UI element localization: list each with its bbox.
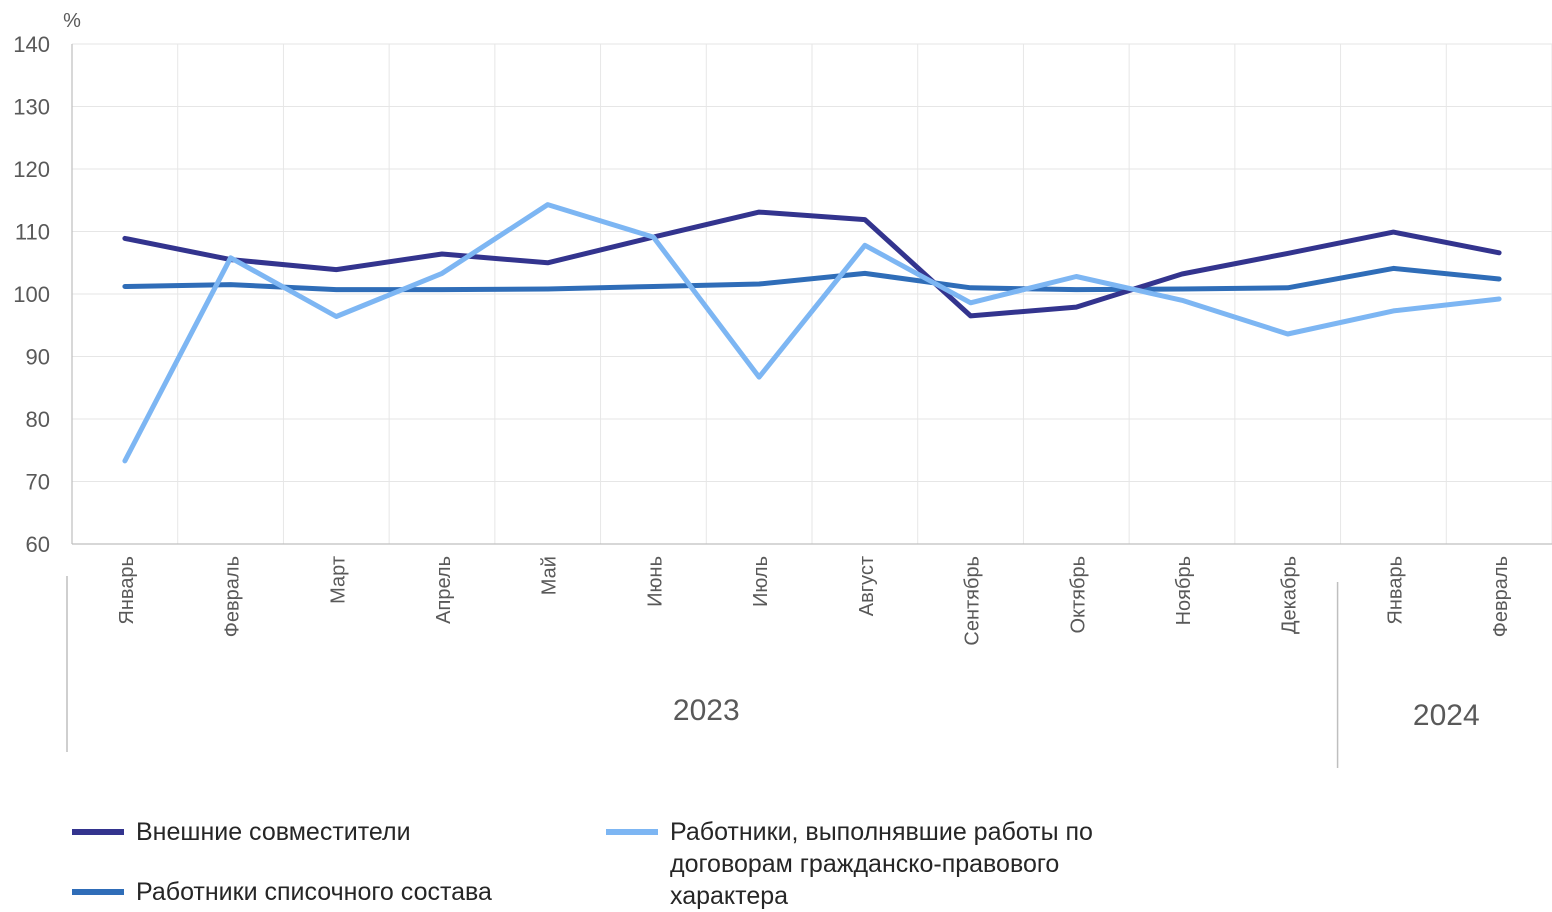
x-tick-label: Январь	[116, 556, 138, 625]
legend-label: Внешние совместители	[136, 818, 411, 846]
grid	[72, 43, 1552, 544]
y-tick-label: 80	[26, 407, 50, 432]
x-tick-label: Январь	[1384, 556, 1406, 625]
axes	[66, 44, 1552, 768]
y-tick-labels: 60 70 80 90 100 110 120 130 140	[13, 32, 50, 557]
legend-item-external-part-timers: Внешние совместители	[72, 816, 566, 848]
x-tick-label: Июнь	[644, 556, 666, 607]
series-line	[122, 202, 1502, 464]
legend-label: Работники списочного состава	[136, 878, 492, 906]
legend-label: Работники, выполнявшие работы по договор…	[670, 818, 1093, 910]
x-tick-label: Март	[327, 556, 349, 604]
legend-item-contract-workers: Работники, выполнявшие работы по договор…	[606, 816, 1110, 912]
year-group-labels: 2023 2024	[673, 694, 1480, 732]
y-tick-label: 90	[26, 345, 50, 370]
legend-swatch	[606, 829, 658, 835]
x-tick-label: Август	[856, 556, 878, 616]
x-tick-label: Июль	[750, 556, 772, 607]
y-tick-label: 70	[26, 470, 50, 495]
y-tick-label: 100	[13, 282, 50, 307]
x-tick-labels: Январь Февраль Март Апрель Май Июнь Июль Август…	[116, 556, 1512, 646]
x-tick-label: Февраль	[222, 556, 244, 637]
y-tick-label: 130	[13, 95, 50, 120]
y-tick-label: 140	[13, 32, 50, 57]
series-line	[122, 209, 1502, 319]
legend-item-payroll-employees: Работники списочного состава	[72, 876, 566, 908]
legend-swatch	[72, 829, 124, 835]
series-lines	[122, 202, 1502, 464]
y-tick-label: 60	[26, 532, 50, 557]
year-group-label: 2023	[673, 694, 740, 727]
legend-swatch	[72, 889, 124, 895]
y-unit-label: %	[63, 10, 81, 32]
x-tick-label: Декабрь	[1279, 556, 1301, 634]
y-tick-label: 120	[13, 157, 50, 182]
x-tick-label: Октябрь	[1067, 556, 1089, 634]
x-tick-label: Февраль	[1490, 556, 1512, 637]
year-group-label: 2024	[1413, 699, 1480, 732]
x-tick-label: Май	[539, 556, 561, 595]
x-tick-label: Ноябрь	[1173, 556, 1195, 625]
series-line	[122, 265, 1502, 293]
y-tick-label: 110	[15, 220, 50, 245]
x-tick-label: Сентябрь	[962, 556, 984, 646]
x-tick-label: Апрель	[433, 556, 455, 624]
